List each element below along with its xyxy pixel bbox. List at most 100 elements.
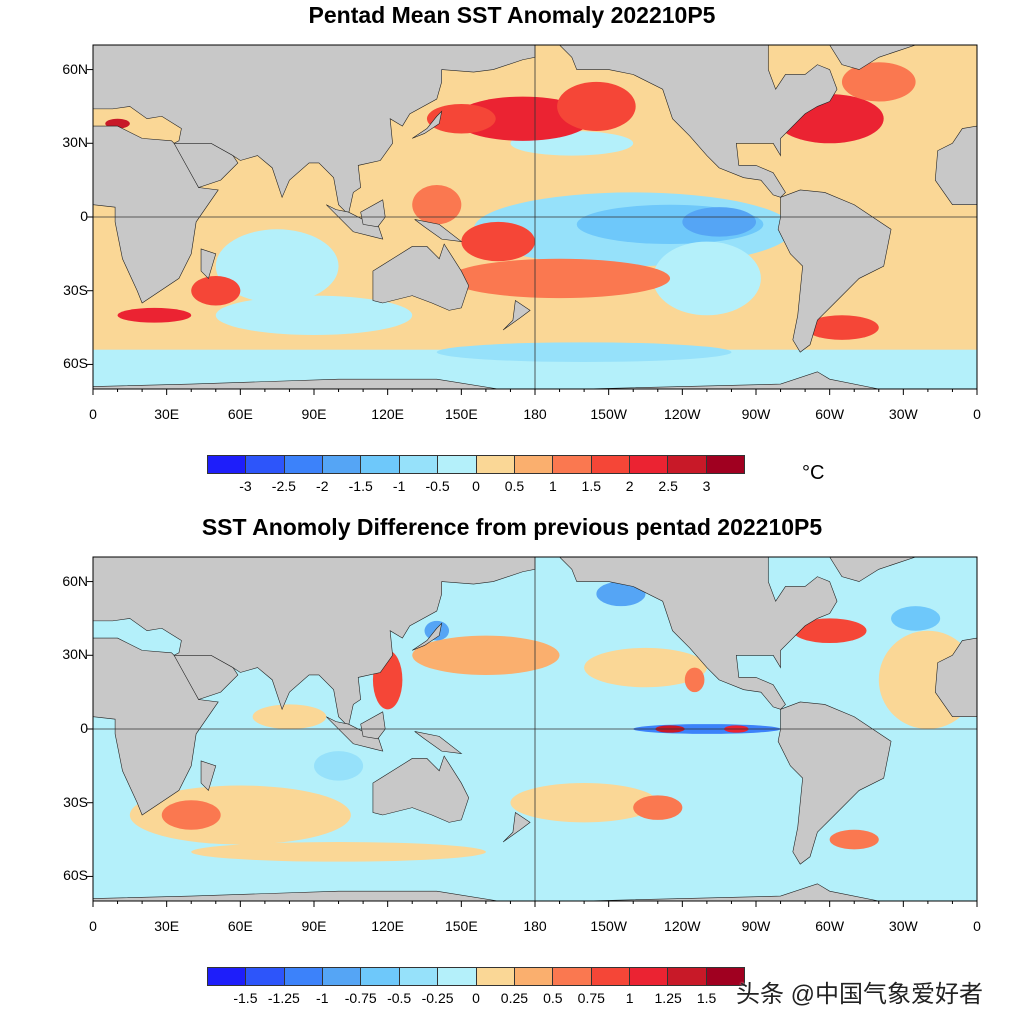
colorbar-swatch	[553, 456, 592, 473]
land-mass	[372, 755, 470, 823]
top-map-title: Pentad Mean SST Anomaly 202210P5	[308, 2, 716, 28]
colorbar-swatch	[706, 968, 745, 985]
colorbar-swatch	[668, 968, 707, 985]
land-mass	[777, 189, 892, 353]
land-mass	[584, 371, 879, 389]
colorbar-swatch	[361, 456, 400, 473]
colorbar-label: -0.5	[425, 478, 450, 494]
colorbar-swatch	[399, 968, 439, 985]
colorbar-swatch	[208, 456, 247, 473]
lat-label: 30N	[62, 646, 88, 663]
colorbar-swatch	[629, 968, 669, 985]
colorbar-label: 0.25	[500, 990, 529, 1006]
colorbar-swatch	[476, 456, 515, 473]
land-mass	[559, 557, 838, 710]
anomaly-region	[453, 96, 592, 141]
anomaly-region	[129, 785, 351, 845]
lon-label: 180	[523, 406, 547, 422]
lat-label: 0	[80, 208, 88, 224]
land-mass	[412, 110, 443, 139]
land-mass	[200, 760, 217, 791]
lon-label: 60W	[815, 918, 845, 934]
colorbar-label: 1.25	[654, 990, 682, 1006]
colorbar-swatch	[208, 968, 247, 985]
anomaly-region	[436, 342, 732, 362]
land-mass	[173, 142, 239, 188]
land-mass	[93, 45, 536, 216]
anomaly-region	[805, 315, 879, 340]
colorbar-label: -0.5	[387, 990, 412, 1006]
colorbar-label: -0.75	[344, 990, 377, 1006]
land-mass	[173, 654, 239, 700]
colorbar-label: 2	[625, 478, 634, 494]
lon-label: 150W	[590, 918, 627, 934]
anomaly-region	[792, 618, 867, 643]
colorbar-label: -2	[316, 478, 329, 494]
land-mass	[934, 125, 977, 206]
anomaly-region	[191, 275, 241, 306]
lon-label: 90E	[301, 406, 327, 422]
colorbar-label: -1.25	[267, 990, 300, 1006]
colorbar-swatch	[361, 968, 400, 985]
colorbar-label: 0.5	[543, 990, 563, 1006]
lon-label: 30E	[154, 918, 180, 934]
colorbar-label: 0	[472, 478, 480, 494]
anomaly-region	[117, 307, 192, 323]
colorbar-label: 1.5	[581, 478, 602, 494]
lon-label: 0	[89, 918, 97, 934]
difference-map	[87, 556, 978, 907]
land-mass	[502, 300, 531, 331]
anomaly-region	[461, 221, 535, 262]
anomaly-region	[314, 751, 364, 781]
anomaly-map	[87, 44, 978, 395]
anomaly-region	[891, 606, 941, 631]
colorbar-swatch	[323, 968, 362, 985]
anomaly-region	[161, 800, 221, 830]
lon-label: 30W	[888, 406, 918, 422]
lon-label: 0	[973, 406, 981, 422]
anomaly-region	[426, 103, 496, 134]
lat-label: 30N	[62, 134, 88, 151]
lon-label: 0	[89, 406, 97, 422]
anomaly-region	[191, 842, 486, 862]
lon-label: 120E	[371, 918, 405, 934]
colorbar-label: -1.5	[233, 990, 258, 1006]
lat-label: 60N	[62, 60, 88, 77]
land-mass	[200, 248, 217, 279]
colorbar-swatch	[591, 968, 630, 985]
colorbar-label: -1	[316, 990, 329, 1006]
lon-label: 60W	[815, 406, 845, 422]
lat-label: 30S	[63, 281, 88, 298]
anomaly-region	[841, 62, 916, 102]
lat-label: 60S	[63, 867, 88, 884]
lon-label: 60E	[227, 918, 253, 934]
unit-label: °C	[802, 462, 825, 484]
land-mass	[502, 812, 531, 843]
anomaly-region	[412, 185, 462, 225]
colorbar-label: 3	[702, 478, 711, 494]
land-mass	[372, 243, 470, 311]
lat-label: 60N	[62, 572, 88, 589]
anomaly-region	[682, 207, 757, 237]
colorbar-swatch	[438, 968, 477, 985]
lat-label: 60S	[63, 355, 88, 372]
bottom-map-title: SST Anomoly Difference from previous pen…	[201, 514, 823, 540]
land-mass	[777, 701, 892, 865]
lon-label: 150E	[444, 406, 478, 422]
lat-label: 30S	[63, 793, 88, 810]
colorbar-swatch	[399, 456, 439, 473]
colorbar-label: 0	[472, 990, 480, 1006]
anomaly-region	[829, 829, 879, 850]
anomaly-region	[557, 81, 636, 131]
colorbar-label: 0.75	[577, 990, 605, 1006]
lon-label: 120W	[664, 406, 701, 422]
anomaly-region	[252, 704, 327, 729]
colorbar-label: 0.5	[504, 478, 525, 494]
colorbar-swatch	[591, 456, 630, 473]
colorbar-swatch	[668, 456, 707, 473]
colorbar-swatch	[284, 456, 324, 473]
anomaly-region	[412, 635, 560, 675]
lat-label: 0	[80, 720, 88, 736]
colorbar-label: -3	[239, 478, 252, 494]
